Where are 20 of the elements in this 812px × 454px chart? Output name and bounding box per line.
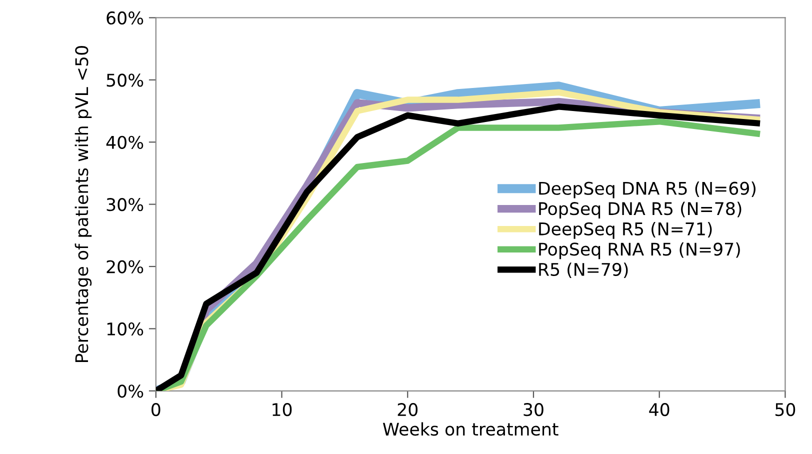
y-tick-label: 30% — [106, 198, 144, 212]
x-axis-title: Weeks on treatment — [382, 422, 558, 436]
legend-label: PopSeq RNA R5 (N=97) — [539, 242, 740, 260]
legend-label: DeepSeq DNA R5 (N=69) — [539, 181, 756, 198]
legend-label: R5 (N=79) — [539, 262, 628, 278]
y-tick-label: 60% — [106, 11, 144, 25]
legend-label: PopSeq DNA R5 (N=78) — [539, 202, 742, 219]
y-tick-label: 20% — [106, 260, 144, 274]
x-tick-label: 40 — [649, 403, 670, 416]
x-tick-label: 30 — [524, 403, 544, 416]
y-tick-label: 40% — [106, 136, 144, 149]
x-tick-label: 50 — [776, 403, 796, 416]
x-tick-label: 20 — [398, 403, 418, 416]
y-axis-title: Percentage of patients with pVL <50 — [74, 46, 92, 362]
x-tick-label: 10 — [272, 403, 292, 416]
y-tick-label: 50% — [106, 74, 144, 87]
y-tick-label: 10% — [107, 322, 144, 336]
x-tick-label: 0 — [152, 403, 160, 416]
y-tick-label: 0% — [118, 384, 144, 398]
legend-label: DeepSeq R5 (N=71) — [539, 222, 712, 239]
